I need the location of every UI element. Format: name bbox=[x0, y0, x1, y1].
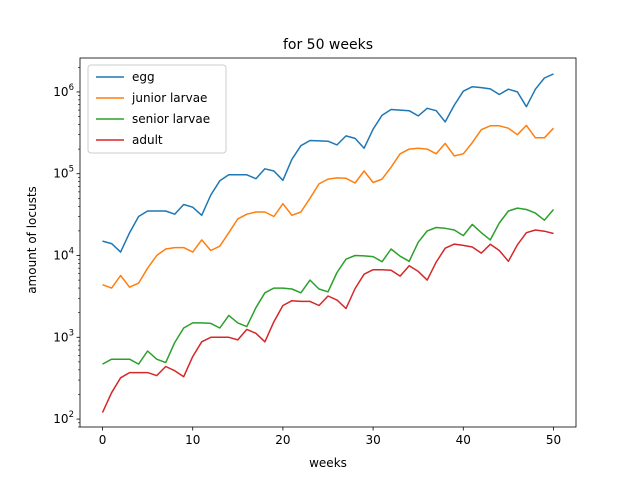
series-line-1 bbox=[102, 124, 555, 289]
x-axis-label: weeks bbox=[309, 456, 347, 470]
legend-label-3: adult bbox=[132, 133, 163, 147]
legend-label-2: senior larvae bbox=[132, 112, 210, 126]
series-line-0 bbox=[102, 73, 554, 253]
plot-area bbox=[101, 73, 555, 413]
x-tick-label: 30 bbox=[365, 433, 380, 447]
series-line-3 bbox=[101, 229, 554, 413]
legend-box bbox=[87, 64, 227, 154]
chart-title: for 50 weeks bbox=[283, 37, 373, 53]
y-tick-exponent: 3 bbox=[69, 328, 74, 338]
axes-frame bbox=[79, 57, 577, 428]
legend-label-0: egg bbox=[132, 70, 155, 84]
x-tick-label: 0 bbox=[99, 433, 107, 447]
x-tick-label: 10 bbox=[185, 433, 200, 447]
y-tick-exponent: 2 bbox=[69, 410, 74, 420]
x-tick-label: 50 bbox=[546, 433, 561, 447]
x-tick-label: 20 bbox=[275, 433, 290, 447]
y-tick-exponent: 4 bbox=[69, 247, 74, 257]
y-tick-exponent: 5 bbox=[69, 165, 74, 175]
legend-label-1: junior larvae bbox=[131, 91, 207, 105]
x-tick-label: 40 bbox=[456, 433, 471, 447]
y-axis-label: amount of locusts bbox=[25, 186, 39, 294]
series-line-2 bbox=[102, 207, 555, 365]
y-tick-exponent: 6 bbox=[69, 83, 74, 93]
legend: egg junior larvae senior larvae adult bbox=[87, 64, 227, 154]
